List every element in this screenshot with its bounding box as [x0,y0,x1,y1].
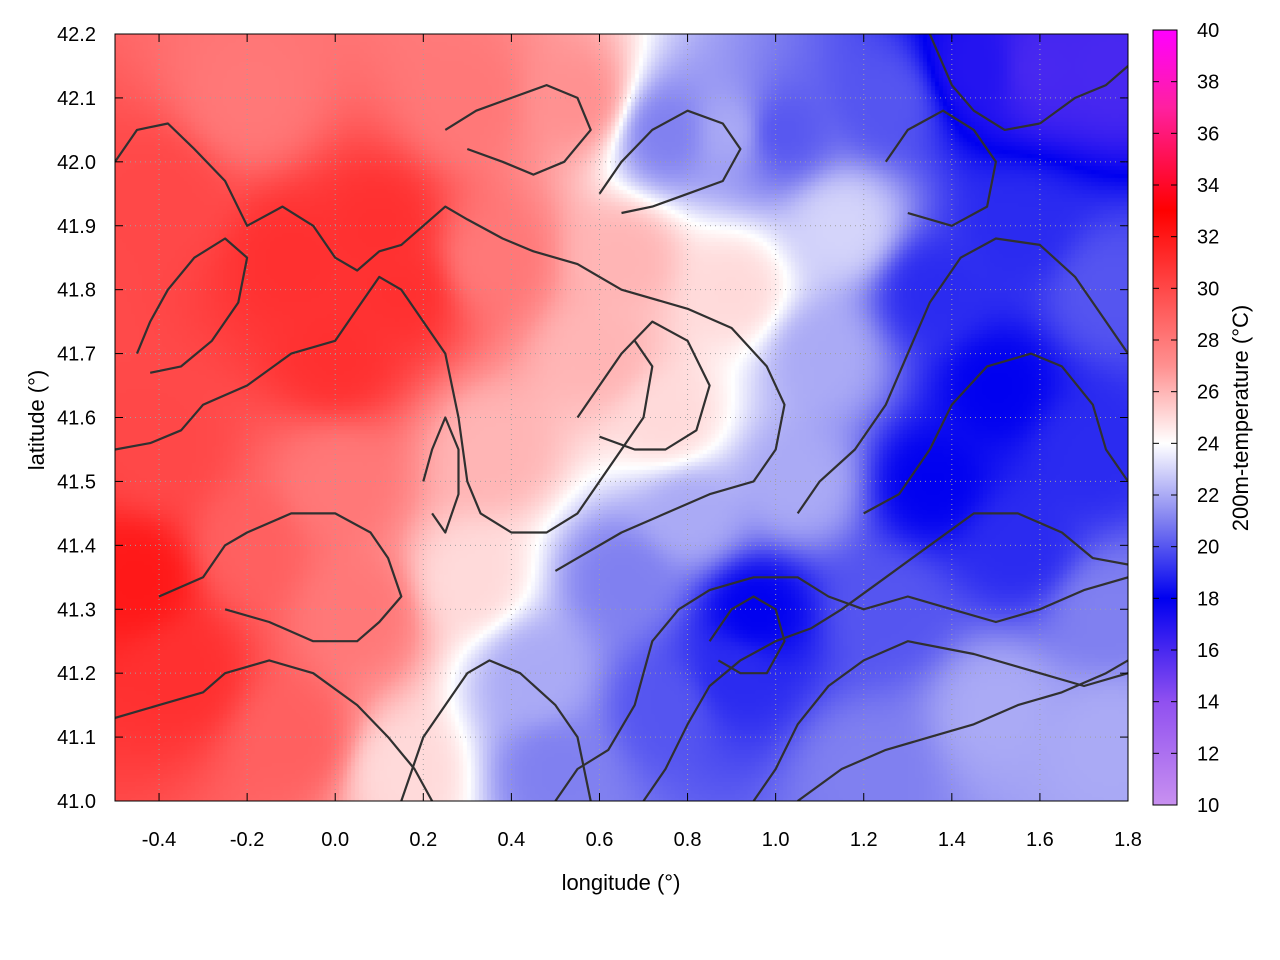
y-tick-label: 41.3 [57,599,96,621]
contour-line [797,659,1128,801]
y-tick-label: 41.6 [57,408,96,430]
y-tick-label: 41.5 [57,471,96,493]
y-tick-label: 41.0 [57,791,96,813]
y-tick-label: 41.2 [57,663,96,685]
colorbar-tick-label: 14 [1197,692,1219,714]
y-tick-label: 41.4 [57,535,96,557]
contour-line [115,122,786,572]
x-tick-label: 1.0 [762,829,790,851]
colorbar [1152,29,1178,806]
colorbar-tick-label: 20 [1197,537,1219,559]
colorbar-ticks: 10 12 14 16 18 20 22 24 26 28 30 32 34 36 38 40 [1153,20,1219,817]
colorbar-label: 200m-temperature (°C) [1228,305,1253,531]
y-tick-label: 41.1 [57,727,96,749]
x-tick-label: 1.4 [938,829,966,851]
colorbar-tick-label: 28 [1197,330,1219,352]
x-axis-label: longitude (°) [562,870,681,895]
colorbar-tick-label: 18 [1197,588,1219,610]
contour-line [708,595,786,675]
contour-line [115,275,654,534]
y-tick-label: 42.0 [57,152,96,174]
colorbar-tick-label: 10 [1197,795,1219,817]
contour-line [422,416,460,534]
x-tick-label: 1.2 [850,829,878,851]
contour-line [642,512,1128,801]
contour-line [863,352,1128,515]
contour-line [554,576,1128,801]
colorbar-tick-label: 38 [1197,72,1219,94]
x-tick-label: 1.8 [1114,829,1142,851]
colorbar-tick-label: 32 [1197,227,1219,249]
x-tick-label: -0.2 [230,829,264,851]
colorbar-tick-label: 16 [1197,640,1219,662]
colorbar-tick-label: 30 [1197,278,1219,300]
y-tick-label: 41.7 [57,344,96,366]
y-tick-label: 42.1 [57,88,96,110]
contour-line [796,237,1128,515]
contour-line [884,109,997,227]
y-axis-ticks: 41.0 41.1 41.2 41.3 41.4 41.5 41.6 41.7 41.8 41.9… [57,24,1128,813]
x-tick-label: 1.6 [1026,829,1054,851]
contour-line [158,512,403,643]
contour-line [400,659,592,801]
colorbar-tick-label: 22 [1197,485,1219,507]
colorbar-tick-label: 34 [1197,175,1219,197]
contour-line [115,659,434,801]
colorbar-tick-label: 36 [1197,123,1219,145]
x-tick-label: 0.2 [409,829,437,851]
contour-line [135,237,249,374]
x-tick-label: 0.0 [321,829,349,851]
colorbar-tick-label: 12 [1197,743,1219,765]
x-tick-label: 0.6 [586,829,614,851]
contour-line [928,34,1128,131]
y-tick-label: 41.8 [57,280,96,302]
temperature-field [115,34,1128,801]
colorbar-tick-label: 40 [1197,20,1219,42]
colorbar-tick-label: 26 [1197,382,1219,404]
y-axis-label: latitude (°) [24,370,49,471]
x-tick-label: 0.4 [497,829,525,851]
contour-line [752,640,1128,801]
contour-line [444,84,592,176]
contour-line [598,109,742,215]
x-axis-ticks: -0.4 -0.2 0.0 0.2 0.4 0.6 0.8 1.0 1.2 1.4 1.6 1.8 [142,34,1142,851]
temperature-contours [115,34,1128,801]
colorbar-tick-label: 24 [1197,433,1219,455]
y-tick-label: 41.9 [57,216,96,238]
contour-line [576,320,711,451]
x-tick-label: -0.4 [142,829,176,851]
x-tick-label: 0.8 [674,829,702,851]
y-tick-label: 42.2 [57,24,96,46]
